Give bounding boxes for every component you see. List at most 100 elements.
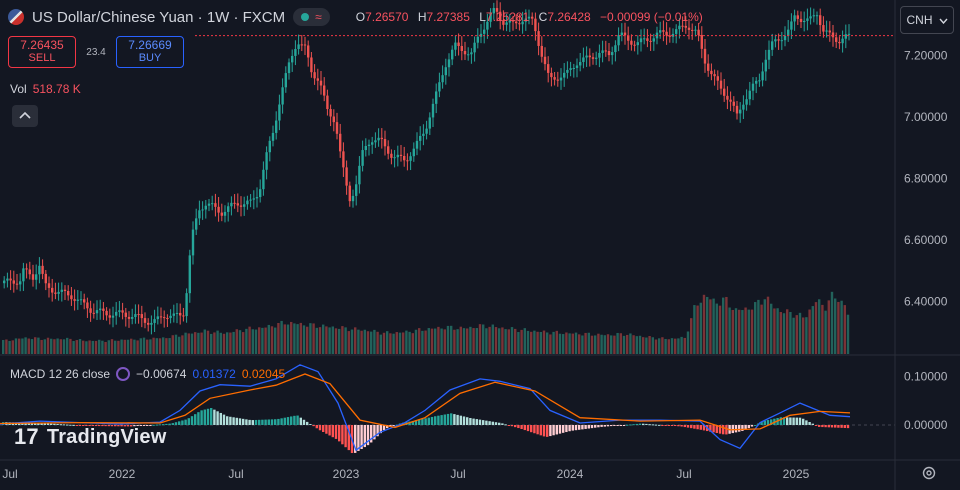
macd-histogram-bar: [510, 424, 514, 427]
candle-body: [185, 293, 188, 317]
tradingview-logo[interactable]: 17 TradingView: [14, 424, 167, 450]
volume-bar: [181, 335, 184, 354]
macd-histogram-bar: [690, 424, 693, 429]
price-axis[interactable]: 6.40000 6.60000 6.80000 7.00000 7.20000: [904, 48, 948, 308]
candle-body: [819, 15, 822, 26]
candle-body: [201, 209, 204, 211]
market-status-pill[interactable]: ≈: [293, 8, 330, 26]
macd-histogram-bar: [645, 423, 648, 425]
candle-body: [60, 289, 63, 292]
volume-bar: [702, 294, 706, 354]
candle-body: [729, 99, 732, 102]
volume-bar: [414, 329, 418, 354]
candle-body: [332, 116, 335, 123]
volume-bar: [741, 310, 744, 354]
volume-bar: [366, 331, 370, 354]
volume-bar: [203, 329, 206, 354]
macd-histogram-bar: [168, 423, 171, 425]
chevron-down-icon: [938, 13, 948, 27]
chevron-up-icon: [19, 110, 31, 122]
volume-bar: [110, 339, 114, 354]
candle-body: [105, 310, 108, 316]
macd-histogram-bar: [674, 424, 677, 427]
candle-body: [777, 39, 780, 41]
macd-histogram-bar: [571, 424, 574, 431]
candle-body: [748, 90, 751, 100]
volume-bar: [398, 332, 402, 354]
time-axis-label: Jul: [450, 467, 465, 481]
candle-body: [300, 44, 303, 46]
macd-histogram-bar: [46, 423, 50, 425]
buy-button[interactable]: 7.26669 BUY: [116, 36, 184, 68]
candle-body: [243, 204, 246, 207]
sell-button[interactable]: 7.26435 SELL: [8, 36, 76, 68]
volume-bar: [264, 327, 267, 354]
candle-body: [665, 31, 668, 36]
macd-histogram-bar: [562, 424, 565, 433]
macd-histogram-bar: [226, 416, 229, 425]
candle-body: [323, 85, 326, 96]
volume-bar: [238, 330, 242, 354]
volume-bar: [456, 329, 459, 354]
buy-label: BUY: [138, 52, 162, 64]
chart-settings-button[interactable]: [918, 464, 940, 486]
candle-body: [716, 76, 719, 81]
candle-body: [403, 155, 406, 161]
volume-bar: [728, 307, 731, 354]
symbol-title[interactable]: US Dollar/Chinese Yuan · 1W · FXCM: [32, 8, 286, 26]
candle-body: [163, 317, 166, 319]
volume-legend[interactable]: Vol 518.78 K: [10, 82, 81, 96]
candle-body: [847, 33, 851, 35]
macd-histogram-bar: [709, 424, 712, 432]
macd-histogram-bar: [34, 422, 37, 425]
volume-bar: [302, 325, 306, 354]
candle-body: [387, 146, 390, 154]
candle-body: [547, 64, 550, 73]
time-axis-label: 2024: [557, 467, 584, 481]
candle-body: [345, 167, 348, 186]
candle-body: [278, 104, 281, 121]
candle-body: [249, 199, 252, 201]
volume-bar: [555, 330, 558, 354]
macd-histogram-bar: [181, 420, 184, 425]
currency-selector[interactable]: CNH: [900, 6, 954, 34]
macd-histogram-bar: [62, 424, 66, 426]
macd-histogram-bar: [165, 423, 168, 425]
macd-histogram-bar: [341, 424, 344, 445]
macd-histogram-bar: [763, 420, 766, 425]
volume-bar: [408, 331, 411, 354]
macd-histogram-bar: [222, 414, 226, 425]
price-candles[interactable]: [3, 0, 851, 335]
macd-histogram-bar: [696, 424, 699, 430]
collapse-button[interactable]: [12, 105, 38, 127]
macd-histogram-bar: [88, 424, 91, 426]
macd-histogram-bar: [603, 424, 606, 427]
candle-body: [838, 41, 841, 44]
candle-body: [412, 148, 415, 157]
macd-histogram-bar: [363, 424, 366, 448]
volume-bar: [245, 328, 248, 354]
volume-bar: [520, 329, 523, 354]
candle-body: [428, 117, 431, 129]
volume-bar: [568, 333, 571, 354]
volume-bar: [334, 328, 338, 354]
time-axis[interactable]: Jul 2022 Jul 2023 Jul 2024 Jul 2025: [2, 467, 809, 481]
macd-histogram-bar: [37, 422, 40, 425]
candle-body: [28, 269, 31, 275]
macd-histogram-bar: [85, 424, 88, 426]
volume-bar: [677, 338, 680, 354]
candle-body: [483, 29, 486, 34]
candle-body: [265, 152, 268, 170]
volume-bar: [830, 291, 834, 354]
volume-bar: [613, 335, 616, 354]
macd-histogram-bar: [581, 424, 584, 430]
macd-legend[interactable]: MACD 12 26 close −0.00674 0.01372 0.0204…: [10, 367, 285, 381]
volume-bar: [821, 304, 824, 354]
macd-histogram-bar: [184, 419, 187, 425]
macd-histogram-bar: [613, 424, 616, 426]
macd-histogram-bar: [178, 421, 181, 425]
volume-bar: [674, 338, 677, 354]
candle-body: [383, 139, 387, 147]
candle-body: [236, 203, 239, 206]
